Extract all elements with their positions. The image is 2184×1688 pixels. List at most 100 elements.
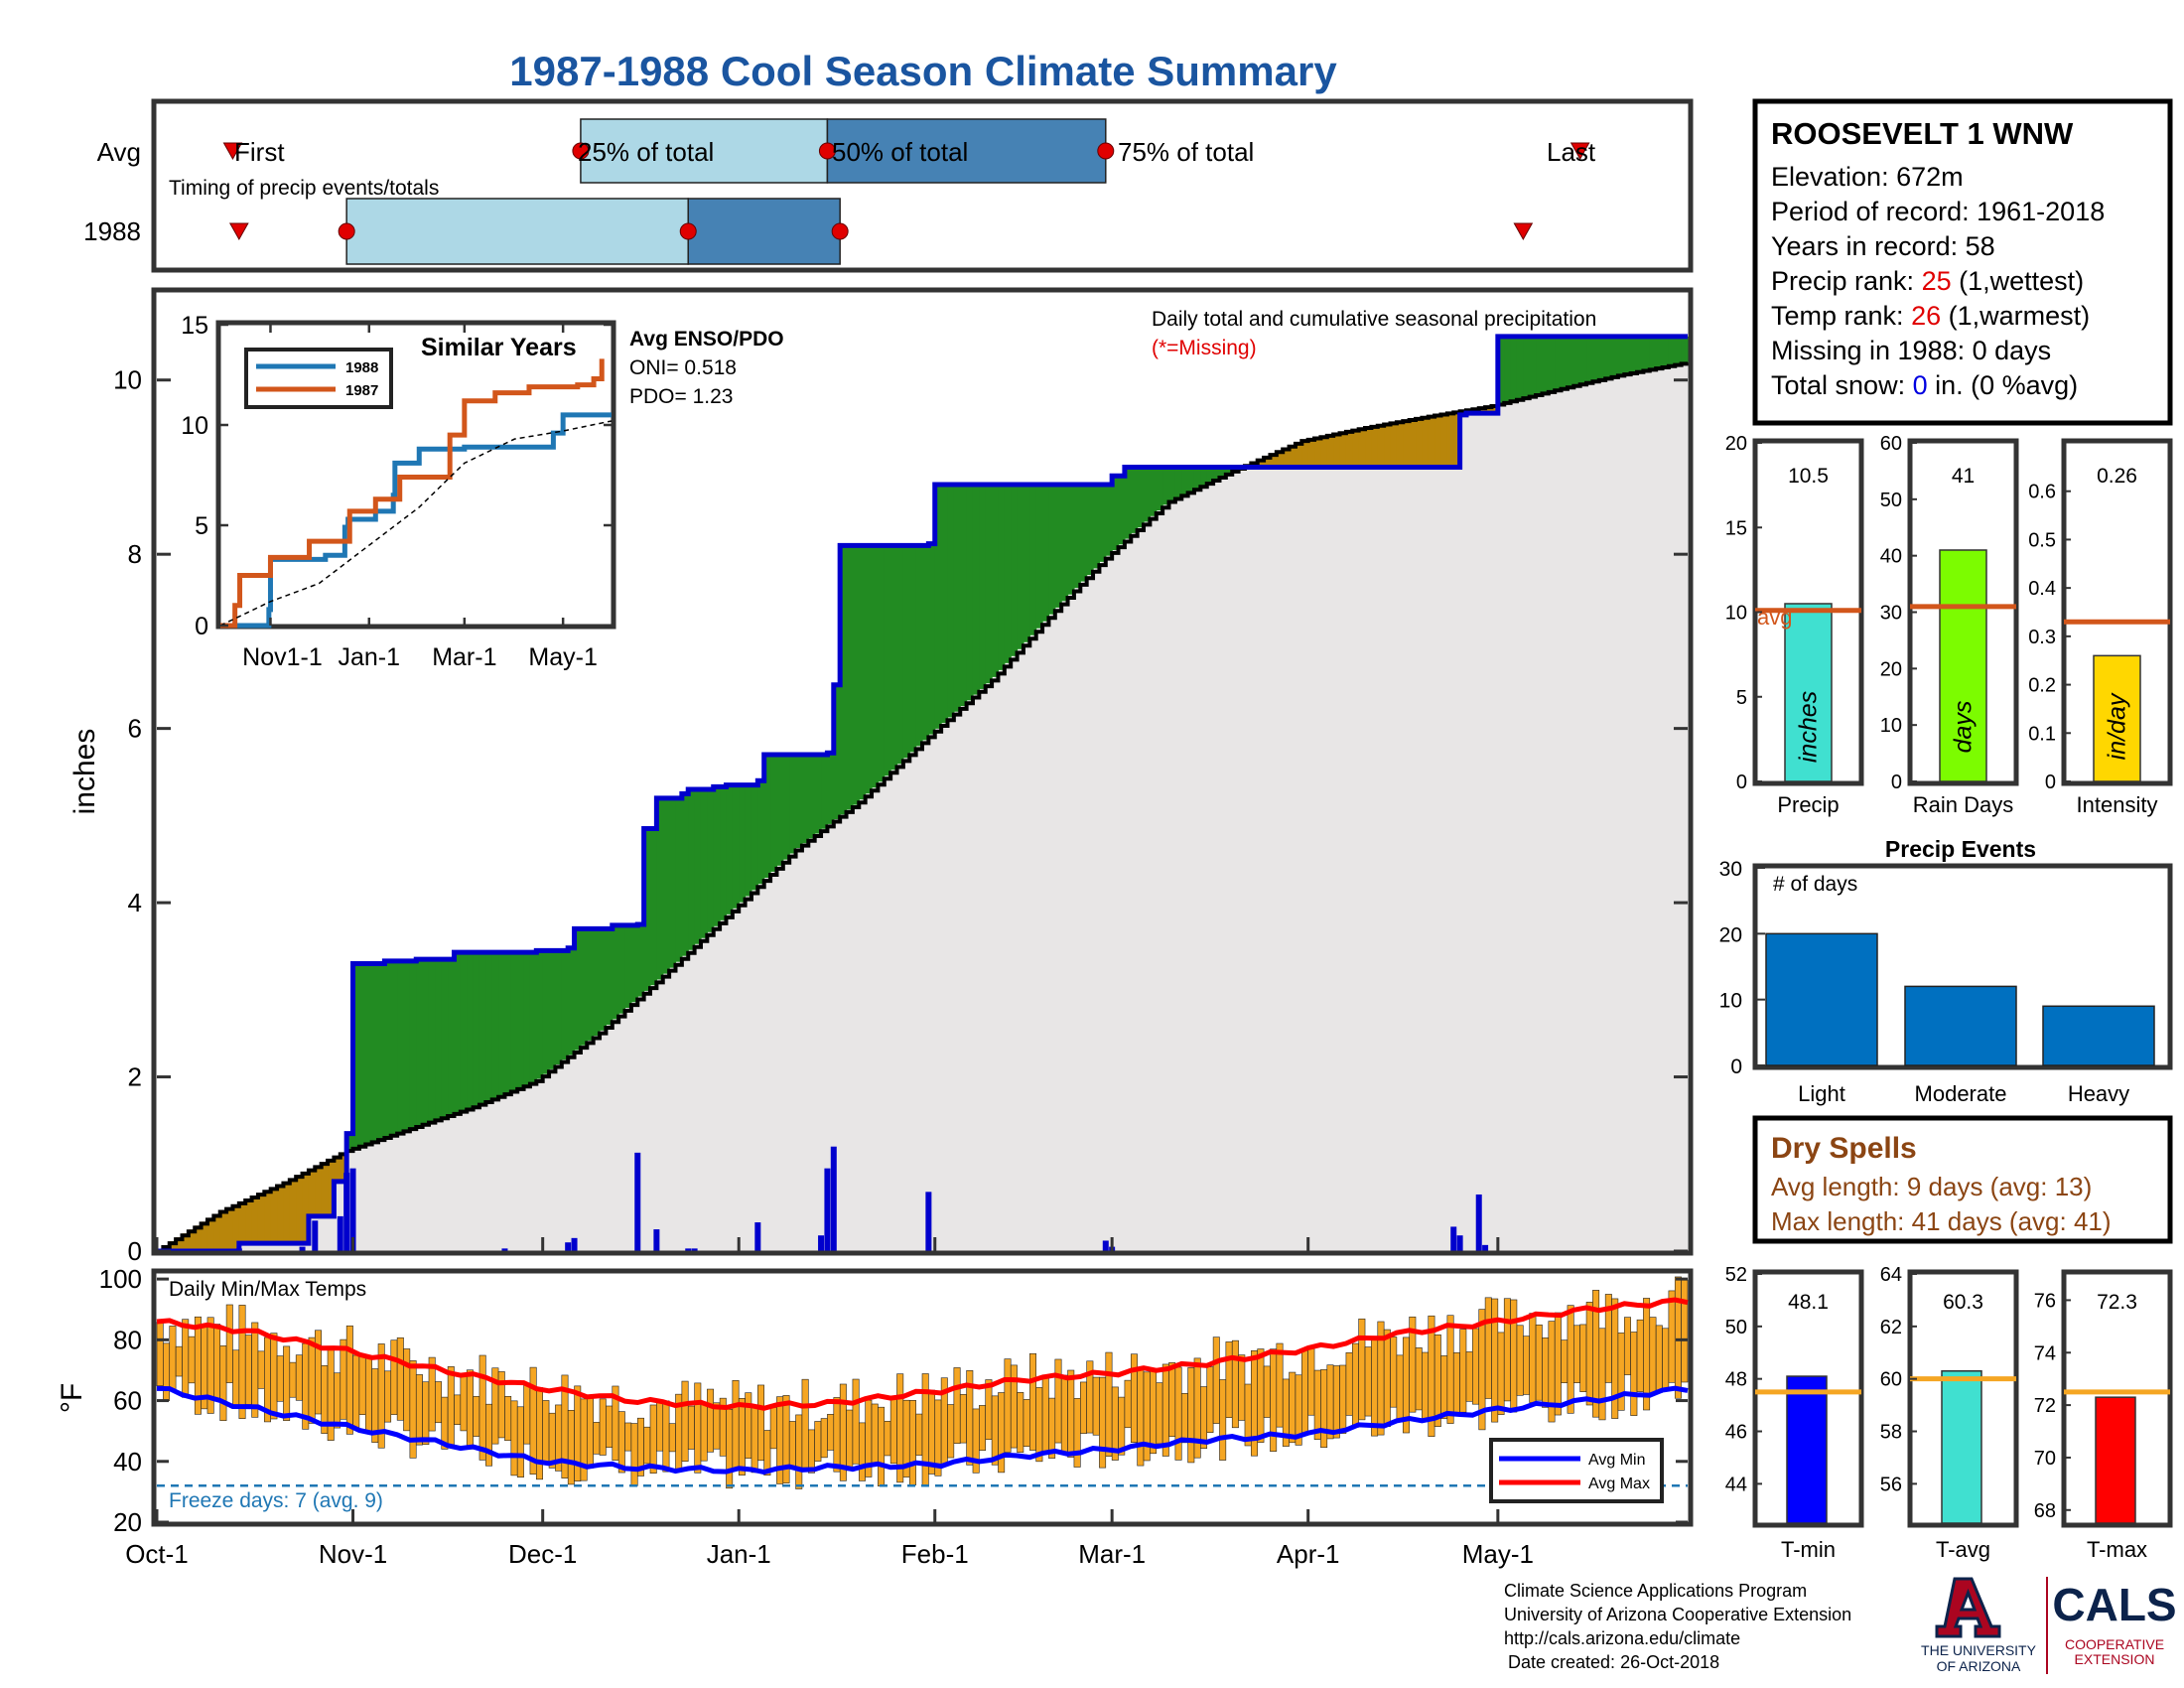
temp-summary-y-tick-label: 62 [1880,1317,1902,1338]
temp-frame [151,1268,1694,1527]
above-normal-strip [979,485,987,689]
above-normal-strip [1605,336,1613,378]
summary-y-tick-label: 40 [1880,546,1902,568]
daily-temp-bar [1345,1352,1353,1416]
above-normal-strip [416,959,424,1126]
above-normal-strip [612,924,619,1020]
above-normal-strip [1630,336,1638,373]
temp-summary-x-label: T-max [2087,1537,2147,1562]
x-tick-label: Dec-1 [508,1539,577,1569]
temp-summary-t-avg-bar [1941,1370,1982,1524]
above-normal-strip [549,950,557,1069]
above-normal-strip [720,786,728,920]
below-normal-strip [1396,421,1404,468]
above-normal-strip [517,952,525,1088]
above-normal-strip [1598,336,1606,380]
inset-series-1987 [220,358,605,629]
above-normal-strip [808,754,816,839]
above-normal-strip [1523,336,1531,398]
daily-temp-bar [435,1381,443,1424]
above-normal-strip [358,963,366,1146]
precip-events-note: # of days [1773,873,1857,896]
daily-temp-bar [1137,1367,1145,1467]
daily-temp-bar [1041,1374,1049,1452]
daily-temp-bar [1231,1339,1239,1429]
below-normal-strip [1390,422,1398,468]
station-snow: Total snow: 0 in. (0 %avg) [1771,370,2078,400]
dry-spells-max: Max length: 41 days (avg: 41) [1771,1206,2112,1236]
arizona-a-mark [1935,1577,2001,1638]
daily-temp-bar [1225,1341,1233,1419]
summary-y-tick-label: 0.6 [2028,482,2056,503]
above-normal-strip [1555,336,1563,390]
daily-temp-bar [1674,1276,1682,1399]
daily-temp-bar [1523,1336,1531,1395]
precip-y-tick-label: 8 [128,539,142,569]
summary-unit-label: days [1950,701,1978,754]
climatology-area [157,362,1688,1251]
temp-summary-panels: 48.1 T-min 44 46 48 50 52 60.3 T-avg 56 58 60 62 64 72… [1725,1264,2173,1562]
above-normal-strip [669,797,677,968]
temp-rank-value: 26 [1911,301,1941,331]
above-normal-strip [1187,467,1195,492]
daily-temp-bar [738,1397,746,1476]
daily-temp-bar [1529,1313,1537,1403]
enso-pdo: PDO= 1.23 [629,385,733,408]
daily-precip-bar [691,1248,698,1251]
summary-unit-label: inches [1795,691,1823,763]
daily-precip-bar [1456,1235,1463,1251]
above-normal-strip [707,789,715,932]
above-normal-strip [1548,336,1556,392]
above-normal-strip [1225,467,1233,474]
daily-temp-bar [542,1400,550,1463]
temp-legend [1489,1438,1664,1503]
daily-temp-bar [617,1411,625,1474]
precip-y-tick-label: 2 [128,1062,142,1092]
dry-spells-avg: Avg length: 9 days (avg: 13) [1771,1172,2092,1201]
above-normal-strip [460,952,468,1111]
above-normal-strip [510,952,518,1091]
daily-temp-bar [1630,1332,1638,1416]
temp-summary-y-tick-label: 52 [1725,1264,1747,1286]
enso-oni: ONI= 0.518 [629,356,737,379]
above-normal-strip [1643,336,1651,370]
daily-temp-bar [1491,1298,1499,1423]
below-normal-strip [1264,456,1272,468]
precip-events-panel: Precip Events # of days Light Moderate Hea… [1719,836,2173,1106]
above-normal-strip [662,797,670,974]
inset-y-tick-label: 10 [181,412,208,440]
daily-temp-bar [795,1414,803,1489]
temp-y-tick-label: 60 [113,1386,142,1416]
daily-precip-bar [349,1168,356,1251]
below-normal-strip [1295,442,1302,468]
daily-precip-bar [634,1152,641,1251]
timing-first-label: First [234,137,285,167]
daily-temp-bar [1573,1325,1580,1383]
daily-temp-bar [1238,1354,1246,1421]
timing-avg-last-marker [1570,142,1590,161]
above-normal-strip [1617,336,1625,375]
daily-temp-bar [1073,1398,1081,1468]
daily-temp-bar [928,1389,936,1475]
daily-temp-bar [396,1336,404,1421]
x-tick-label: Apr-1 [1277,1539,1340,1569]
above-normal-strip [1099,485,1107,562]
daily-temp-bar [1351,1342,1359,1428]
above-normal-strip [378,963,385,1140]
daily-temp-bar [1497,1332,1505,1415]
daily-temp-bar [1180,1393,1188,1444]
summary-bar-panels: 10.5 inches Precip 0 5 10 15 20 avg 41 days Rain Da… [1725,433,2173,817]
dry-spells-box: Dry Spells Avg length: 9 days (avg: 13) … [1752,1115,2173,1244]
above-normal-strip [757,780,765,885]
daily-temp-bar [1004,1358,1012,1453]
daily-temp-bar [1422,1351,1430,1422]
above-normal-strip [884,545,891,776]
daily-precip-bar [1482,1244,1489,1251]
daily-temp-bar [334,1372,341,1429]
temp-legend-min-label: Avg Min [1588,1452,1646,1469]
station-years: Years in record: 58 [1771,231,1995,261]
summary-y-tick-label: 0 [1736,772,1747,793]
daily-temp-bar [953,1367,961,1444]
temp-plot-area [156,1276,1689,1489]
timing-caption: Timing of precip events/totals [169,177,439,200]
